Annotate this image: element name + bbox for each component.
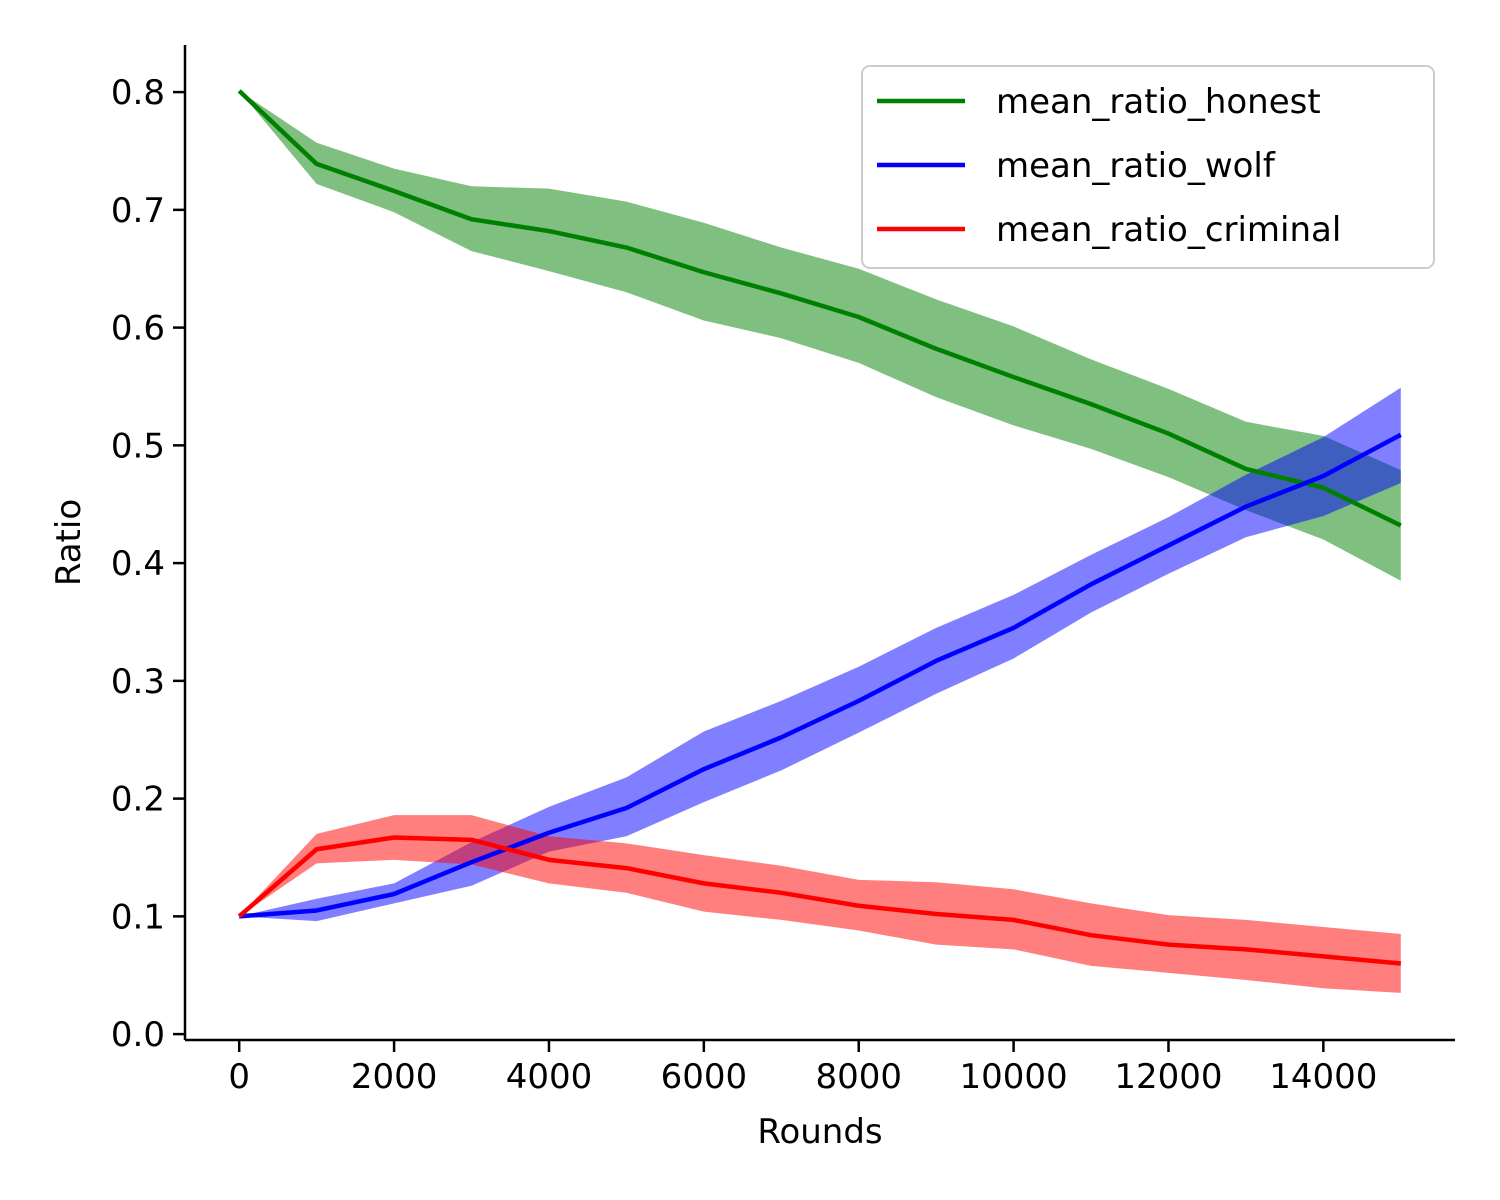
y-tick-label: 0.0 [111,1015,165,1055]
mean_ratio_criminal-line [237,835,1401,966]
x-tick-label: 4000 [506,1057,593,1097]
mean_ratio_criminal-band [239,815,1401,993]
legend-entry: mean_ratio_criminal [996,210,1341,250]
y-tick-label: 0.5 [111,426,165,466]
y-ticks: 0.0 0.1 0.2 0.3 0.4 0.5 0.6 0.7 0.8 [111,73,185,1055]
legend-entry: mean_ratio_honest [996,82,1321,122]
series-lines [237,89,1402,966]
y-tick-label: 0.8 [111,73,165,113]
x-tick-label: 8000 [815,1057,902,1097]
y-tick-label: 0.7 [111,191,165,231]
y-tick-label: 0.3 [111,662,165,702]
x-axis-label: Rounds [757,1112,882,1152]
x-tick-label: 14000 [1269,1057,1377,1097]
y-tick-label: 0.4 [111,544,165,584]
mean_ratio_honest-band [239,90,1401,581]
y-axis-label: Ratio [49,499,89,586]
x-ticks: 0 2000 4000 6000 8000 10000 12000 14000 [228,1040,1377,1097]
x-tick-label: 12000 [1114,1057,1222,1097]
x-tick-label: 6000 [661,1057,748,1097]
legend-entry: mean_ratio_wolf [996,146,1276,186]
mean_ratio_wolf-line [239,432,1402,919]
x-tick-label: 0 [228,1057,250,1097]
legend: mean_ratio_honest mean_ratio_wolf mean_rat… [861,65,1435,269]
y-tick-label: 0.2 [111,780,165,820]
mean_ratio_honest-line [237,89,1402,528]
legend-frame [861,65,1435,269]
y-tick-label: 0.1 [111,897,165,937]
x-tick-label: 2000 [351,1057,438,1097]
x-tick-label: 10000 [960,1057,1068,1097]
confidence-bands [239,90,1401,993]
y-tick-label: 0.6 [111,309,165,349]
